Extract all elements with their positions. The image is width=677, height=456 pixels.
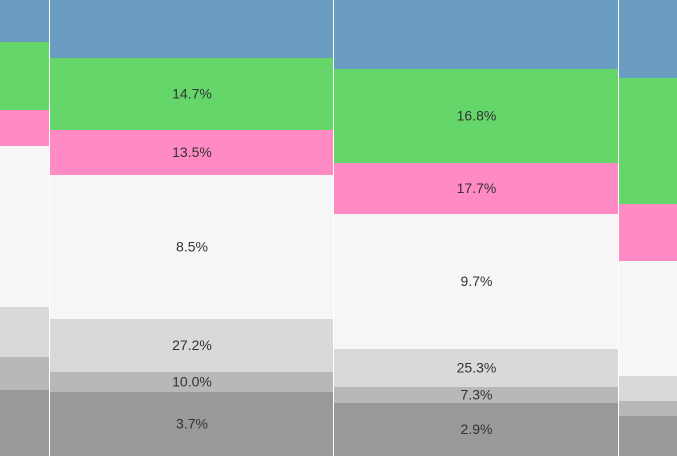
- bar-segment: [334, 349, 619, 387]
- data-label: 10.0%: [172, 374, 212, 390]
- bar-segment: [334, 214, 619, 349]
- data-labels: 14.7% 13.5% 8.5% 27.2% 10.0% 3.7% 16.8% 17.7% 9.…: [172, 86, 496, 438]
- data-label: 2.9%: [461, 421, 493, 437]
- bar-segment: [334, 0, 619, 69]
- data-label: 7.3%: [461, 387, 493, 403]
- bar-segment: [0, 146, 50, 307]
- data-label: 13.5%: [172, 144, 212, 160]
- bar-segment: [50, 130, 334, 175]
- bar-segment: [619, 0, 677, 78]
- data-label: 3.7%: [176, 416, 208, 432]
- bar-segment: [619, 416, 677, 456]
- bar-segment: [619, 204, 677, 261]
- bar-segment: [619, 78, 677, 204]
- bar-segment: [50, 175, 334, 319]
- data-label: 14.7%: [172, 86, 212, 102]
- bar-segment: [50, 0, 334, 58]
- bar-segment: [619, 376, 677, 401]
- data-label: 25.3%: [457, 360, 497, 376]
- bar-segment: [50, 58, 334, 130]
- bar-segment: [0, 357, 50, 390]
- bar-segment: [0, 0, 50, 42]
- bar-segment: [619, 401, 677, 416]
- column-dividers: [49, 0, 619, 456]
- data-label: 16.8%: [457, 108, 497, 124]
- bar-segment: [0, 390, 50, 456]
- bar-segment: [50, 319, 334, 372]
- bar-segment: [50, 392, 334, 456]
- bar-segment: [50, 372, 334, 392]
- bar-segment: [334, 387, 619, 403]
- data-label: 8.5%: [176, 239, 208, 255]
- bar-segment: [334, 403, 619, 456]
- bar-segment: [0, 42, 50, 110]
- bar-segment: [334, 69, 619, 163]
- bar-segment: [334, 163, 619, 214]
- bar-segment: [619, 261, 677, 376]
- data-label: 27.2%: [172, 337, 212, 353]
- bar-segment: [0, 110, 50, 146]
- bar-segment: [0, 307, 50, 357]
- data-label: 17.7%: [457, 180, 497, 196]
- data-label: 9.7%: [461, 273, 493, 289]
